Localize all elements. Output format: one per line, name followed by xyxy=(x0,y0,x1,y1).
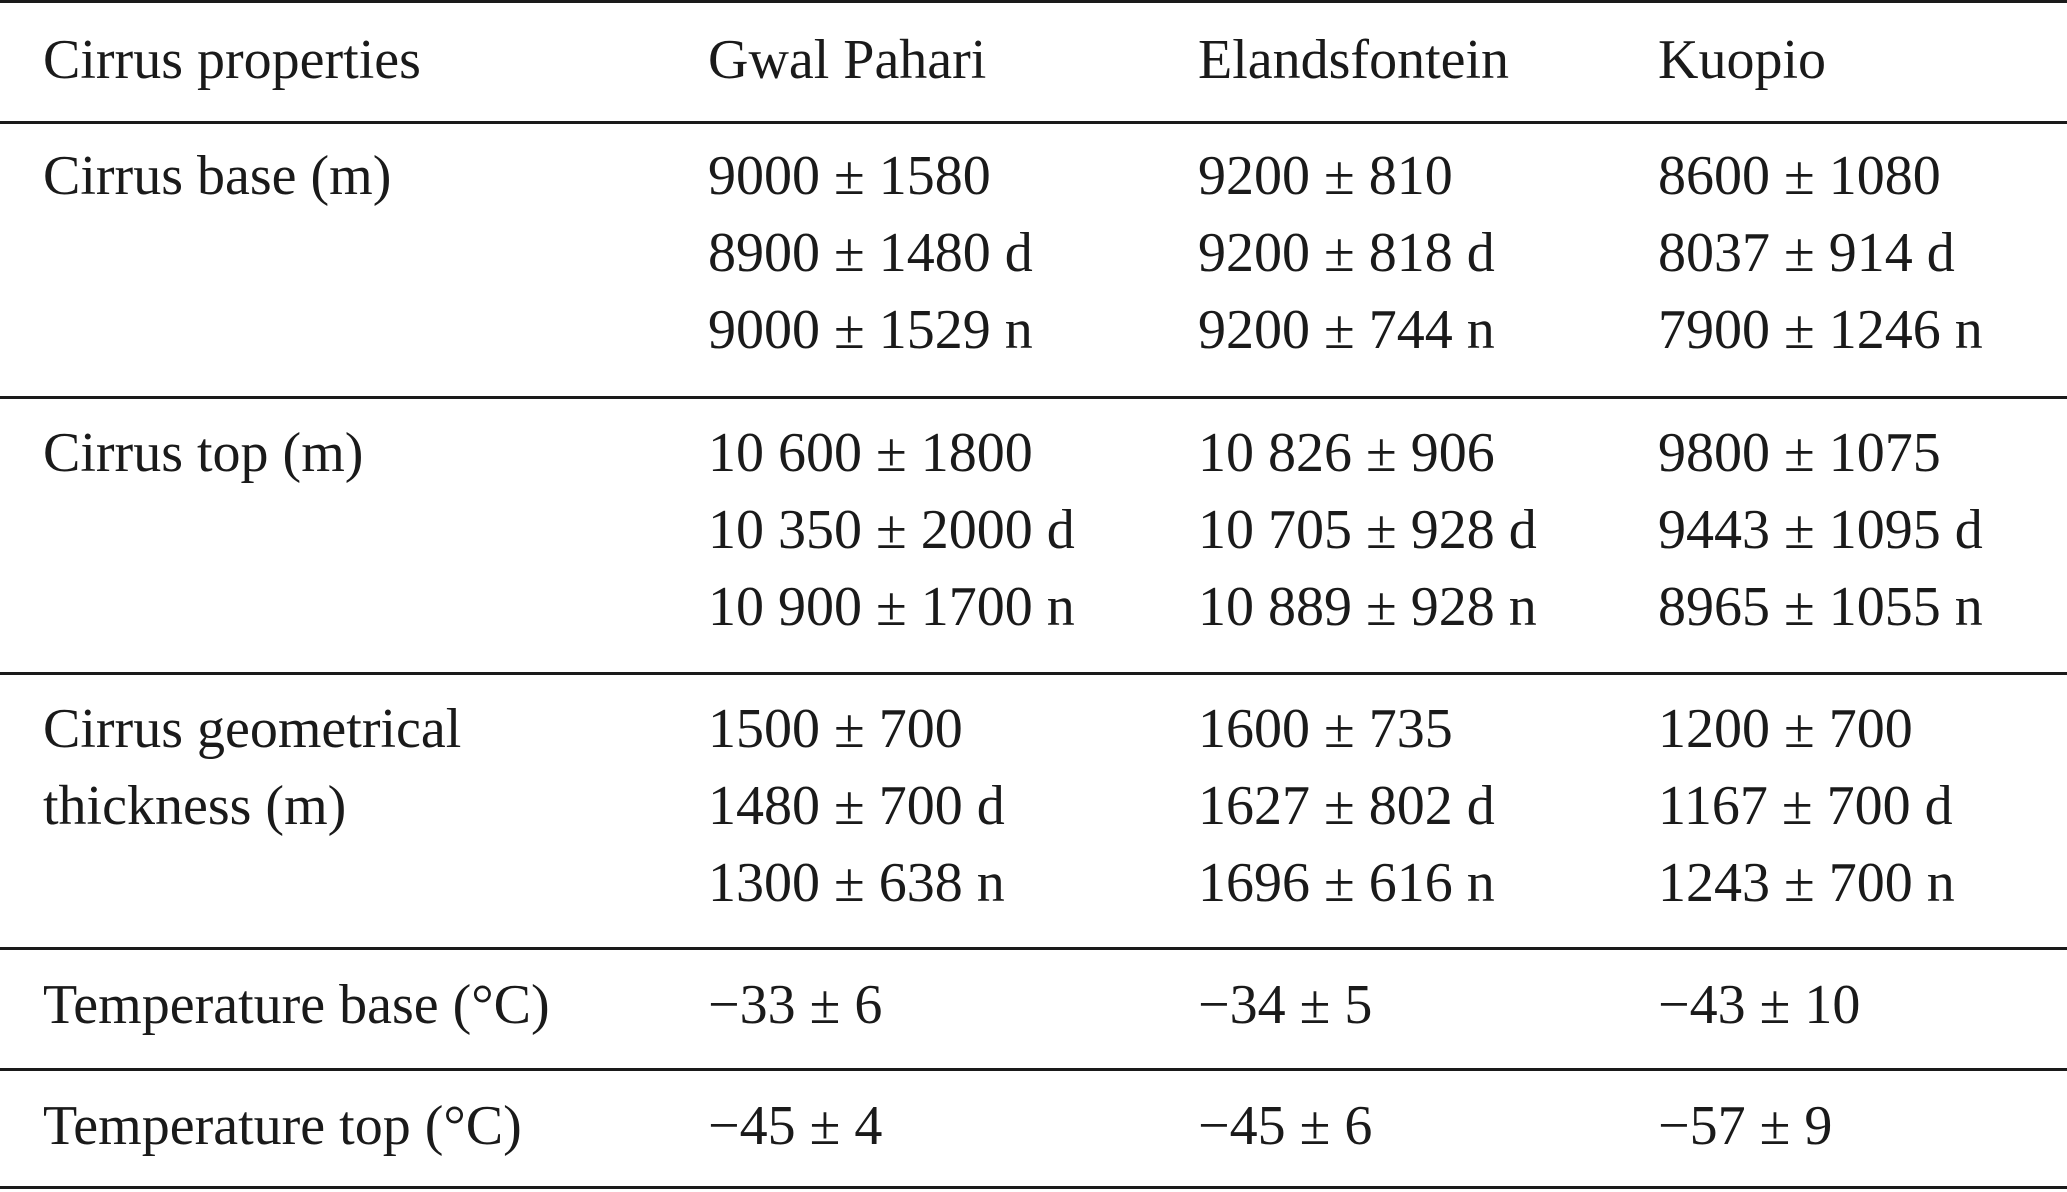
row-rule xyxy=(0,396,2067,399)
value-mean: 1600 ± 735 xyxy=(1198,698,1453,760)
value-mean: 10 600 ± 1800 xyxy=(708,422,1033,484)
value-mean: −43 ± 10 xyxy=(1658,974,1861,1036)
value-mean: 10 826 ± 906 xyxy=(1198,422,1495,484)
value-night: 1300 ± 638 n xyxy=(708,852,1005,914)
value-night: 9200 ± 744 n xyxy=(1198,299,1495,361)
value-mean: −45 ± 6 xyxy=(1198,1095,1373,1157)
value-mean: −45 ± 4 xyxy=(708,1095,883,1157)
row-label-temperature-base: Temperature base (°C) xyxy=(43,967,550,1044)
value-day: 10 350 ± 2000 d xyxy=(708,499,1075,561)
value-day: 9200 ± 818 d xyxy=(1198,222,1495,284)
value-mean: −34 ± 5 xyxy=(1198,974,1373,1036)
temperature-top-kuopio: −57 ± 9 xyxy=(1658,1088,1832,1165)
temperature-base-elandsfontein: −34 ± 5 xyxy=(1198,967,1372,1044)
bottom-rule xyxy=(0,1186,2067,1189)
value-night: 10 889 ± 928 n xyxy=(1198,576,1537,638)
value-mean: 1200 ± 700 xyxy=(1658,698,1913,760)
header-kuopio: Kuopio xyxy=(1658,29,1826,91)
temperature-base-gwal-pahari: −33 ± 6 xyxy=(708,967,882,1044)
value-mean: −57 ± 9 xyxy=(1658,1095,1833,1157)
row-label-cirrus-thickness: Cirrus geometrical thickness (m) xyxy=(43,691,461,845)
row-rule xyxy=(0,947,2067,950)
cirrus-top-gwal-pahari: 10 600 ± 1800 10 350 ± 2000 d 10 900 ± 1… xyxy=(708,415,1075,646)
value-night: 10 900 ± 1700 n xyxy=(708,576,1075,638)
row-label-line: Cirrus top (m) xyxy=(43,422,364,484)
row-label-line: Temperature top (°C) xyxy=(43,1095,522,1157)
value-mean: 9200 ± 810 xyxy=(1198,145,1453,207)
row-label-cirrus-base: Cirrus base (m) xyxy=(43,138,391,215)
temperature-top-gwal-pahari: −45 ± 4 xyxy=(708,1088,882,1165)
header-cirrus-properties: Cirrus properties xyxy=(43,29,421,91)
cirrus-base-elandsfontein: 9200 ± 810 9200 ± 818 d 9200 ± 744 n xyxy=(1198,138,1495,369)
header-elandsfontein: Elandsfontein xyxy=(1198,29,1510,91)
value-day: 9443 ± 1095 d xyxy=(1658,499,1983,561)
value-mean: 8600 ± 1080 xyxy=(1658,145,1941,207)
value-day: 8900 ± 1480 d xyxy=(708,222,1033,284)
value-mean: 1500 ± 700 xyxy=(708,698,963,760)
temperature-top-elandsfontein: −45 ± 6 xyxy=(1198,1088,1372,1165)
cirrus-base-gwal-pahari: 9000 ± 1580 8900 ± 1480 d 9000 ± 1529 n xyxy=(708,138,1033,369)
value-day: 1167 ± 700 d xyxy=(1658,775,1953,837)
top-rule xyxy=(0,0,2067,3)
value-day: 1480 ± 700 d xyxy=(708,775,1005,837)
header-rule xyxy=(0,121,2067,124)
row-label-cirrus-top: Cirrus top (m) xyxy=(43,415,363,492)
row-label-line: Cirrus geometrical xyxy=(43,698,462,760)
value-mean: 9800 ± 1075 xyxy=(1658,422,1941,484)
row-label-line: Cirrus base (m) xyxy=(43,145,392,207)
row-label-line: thickness (m) xyxy=(43,775,347,837)
cirrus-thickness-kuopio: 1200 ± 700 1167 ± 700 d 1243 ± 700 n xyxy=(1658,691,1955,922)
value-night: 1243 ± 700 n xyxy=(1658,852,1955,914)
cirrus-thickness-elandsfontein: 1600 ± 735 1627 ± 802 d 1696 ± 616 n xyxy=(1198,691,1495,922)
value-night: 7900 ± 1246 n xyxy=(1658,299,1983,361)
cirrus-base-kuopio: 8600 ± 1080 8037 ± 914 d 7900 ± 1246 n xyxy=(1658,138,1983,369)
temperature-base-kuopio: −43 ± 10 xyxy=(1658,967,1860,1044)
row-rule xyxy=(0,672,2067,675)
row-label-line: Temperature base (°C) xyxy=(43,974,550,1036)
cirrus-top-elandsfontein: 10 826 ± 906 10 705 ± 928 d 10 889 ± 928… xyxy=(1198,415,1537,646)
value-day: 1627 ± 802 d xyxy=(1198,775,1495,837)
row-rule xyxy=(0,1068,2067,1071)
value-night: 8965 ± 1055 n xyxy=(1658,576,1983,638)
value-night: 9000 ± 1529 n xyxy=(708,299,1033,361)
value-mean: 9000 ± 1580 xyxy=(708,145,991,207)
value-day: 10 705 ± 928 d xyxy=(1198,499,1537,561)
value-day: 8037 ± 914 d xyxy=(1658,222,1955,284)
cirrus-thickness-gwal-pahari: 1500 ± 700 1480 ± 700 d 1300 ± 638 n xyxy=(708,691,1005,922)
value-mean: −33 ± 6 xyxy=(708,974,883,1036)
row-label-temperature-top: Temperature top (°C) xyxy=(43,1088,522,1165)
header-gwal-pahari: Gwal Pahari xyxy=(708,29,987,91)
value-night: 1696 ± 616 n xyxy=(1198,852,1495,914)
cirrus-top-kuopio: 9800 ± 1075 9443 ± 1095 d 8965 ± 1055 n xyxy=(1658,415,1983,646)
